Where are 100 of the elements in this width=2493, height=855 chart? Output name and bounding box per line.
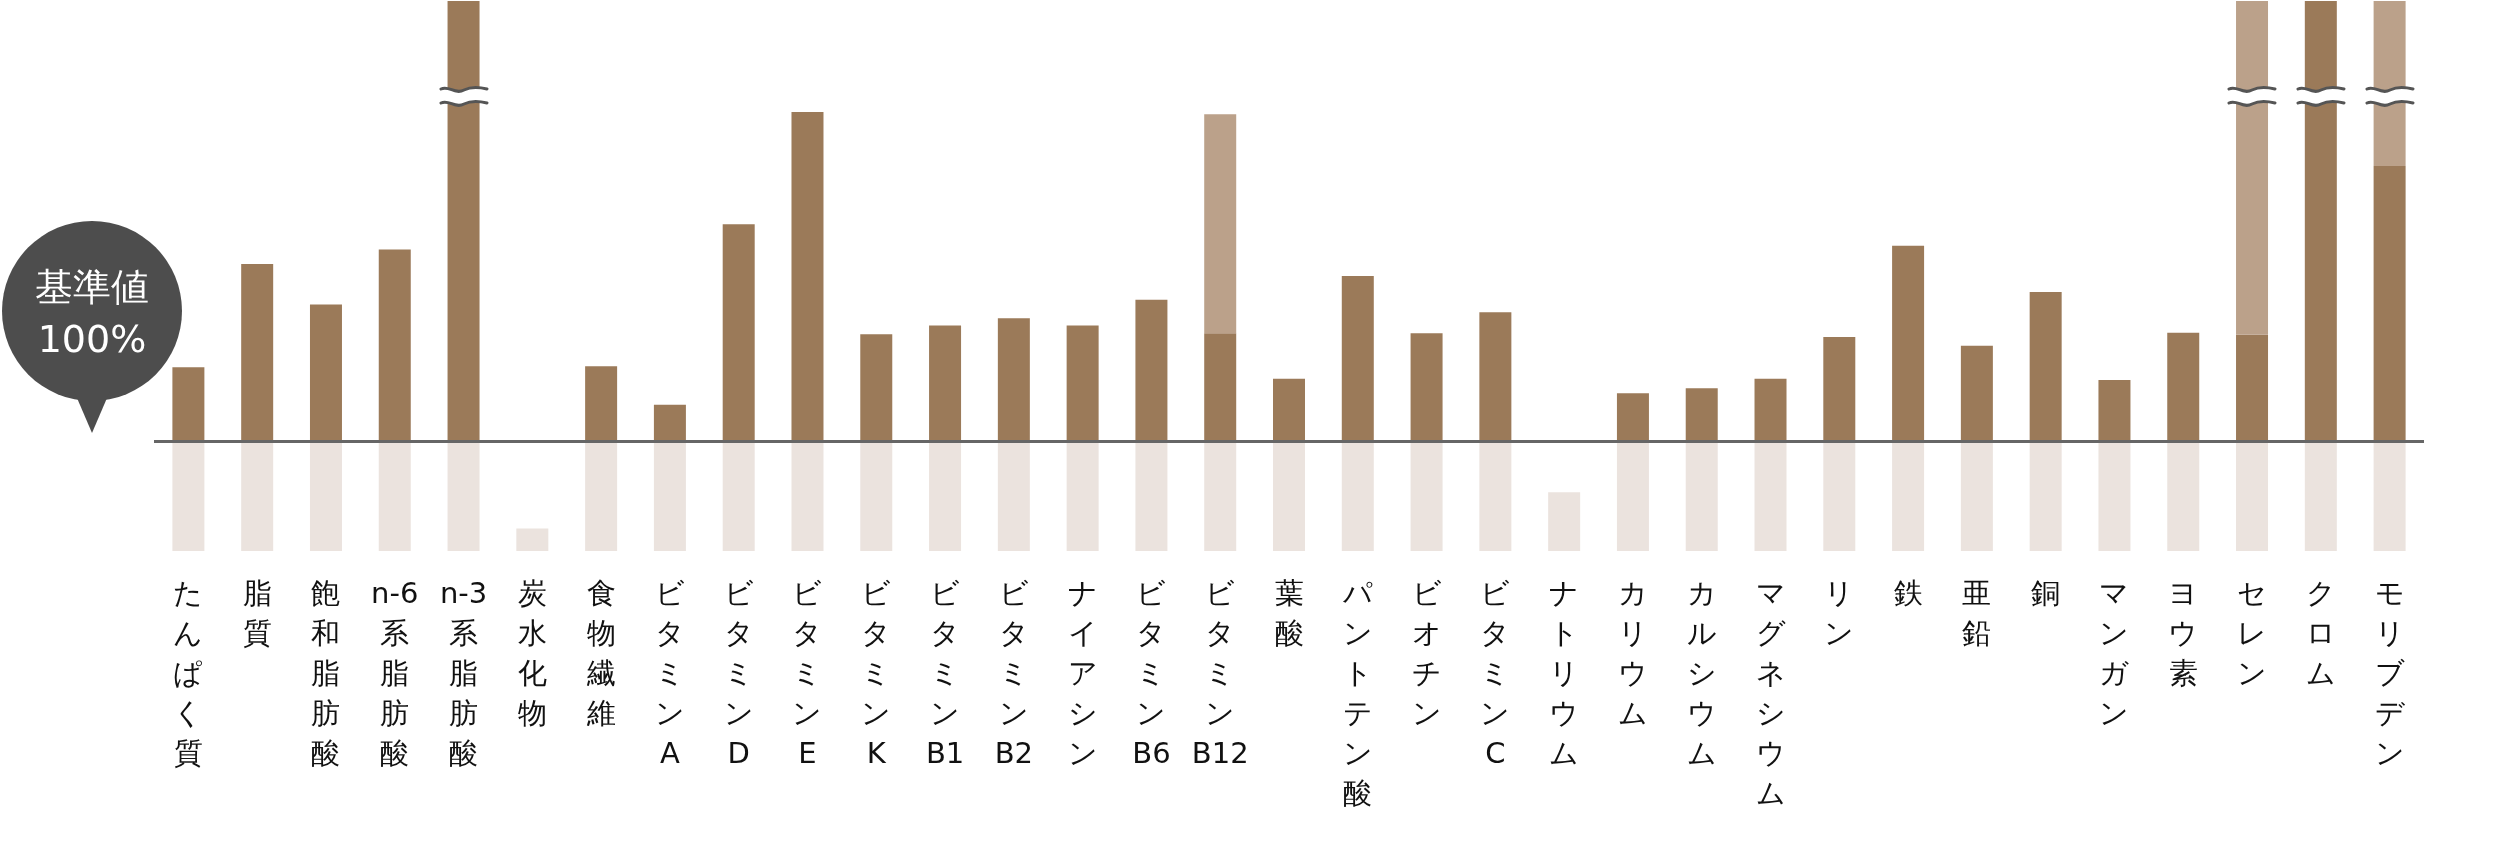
x-tick-label: 銅 <box>2031 576 2061 610</box>
bar <box>1066 325 1099 441</box>
x-tick-label: 鉄 <box>1893 576 1923 610</box>
bar <box>1479 312 1512 441</box>
x-tick-label: 脂質 <box>242 576 272 650</box>
bar <box>1616 393 1649 441</box>
bar <box>1341 276 1374 441</box>
bar <box>1823 337 1856 441</box>
bar <box>929 441 962 551</box>
x-tick-label: リン <box>1824 576 1855 650</box>
x-tick-label: ビタミンB12 <box>1191 576 1249 770</box>
bar <box>2236 1 2269 335</box>
bar <box>722 441 755 551</box>
x-tick-label: ビタミンC <box>1480 576 1511 770</box>
bar <box>447 441 480 551</box>
x-tick-label: たんぱく質 <box>173 576 204 770</box>
x-tick-label: クロム <box>2305 576 2336 690</box>
bar <box>1892 441 1925 551</box>
bar <box>2373 441 2406 551</box>
bar <box>2236 334 2269 441</box>
bar <box>2236 441 2269 551</box>
bar <box>447 1 480 441</box>
x-tick-label: ビタミンE <box>792 576 823 770</box>
bar <box>1341 441 1374 551</box>
bar <box>1892 245 1925 441</box>
x-tick-label: カルシウム <box>1686 576 1717 770</box>
bar <box>929 325 962 441</box>
bar <box>1273 441 1305 551</box>
bar <box>1685 441 1718 551</box>
x-tick-label: マグネシウム <box>1755 576 1786 810</box>
x-tick-label: ビタミンB2 <box>994 576 1034 770</box>
bar <box>585 366 618 441</box>
x-tick-label: パントテン酸 <box>1341 576 1373 810</box>
bar <box>722 224 755 441</box>
bar <box>378 441 411 551</box>
bar <box>241 441 274 551</box>
x-tick-label: n-3系脂肪酸 <box>439 576 488 770</box>
x-tick-label: n-6系脂肪酸 <box>371 576 419 770</box>
bar <box>1754 441 1787 551</box>
x-tick-label: ビオチン <box>1411 576 1442 730</box>
bar <box>172 367 205 441</box>
bar <box>653 441 686 551</box>
bar <box>1135 441 1168 551</box>
bar <box>1135 299 1168 441</box>
x-tick-label: ビタミンD <box>723 576 754 770</box>
bar <box>2098 379 2131 441</box>
bar <box>2304 1 2337 441</box>
bar <box>1204 333 1237 441</box>
bar <box>1685 388 1718 441</box>
bar <box>791 441 824 551</box>
x-tick-label: カリウム <box>1617 576 1648 730</box>
bar <box>585 441 618 551</box>
x-tick-label: ビタミンK <box>861 576 892 770</box>
x-tick-label: 食物繊維 <box>585 576 616 730</box>
bar <box>2029 441 2062 551</box>
x-tick-label: 亜鉛 <box>1962 576 1992 650</box>
bar <box>241 263 274 441</box>
bar <box>516 528 549 551</box>
bar <box>997 441 1030 551</box>
bar <box>860 441 893 551</box>
bar <box>2167 441 2200 551</box>
bar <box>309 304 342 441</box>
bar <box>1960 441 1993 551</box>
bar <box>860 334 893 441</box>
bar <box>997 318 1030 441</box>
text: 基準値 <box>34 264 150 311</box>
bar <box>309 441 342 551</box>
bar <box>653 404 686 441</box>
x-tick-label: 飽和脂肪酸 <box>311 576 341 770</box>
x-tick-label: ビタミンB6 <box>1132 576 1171 770</box>
bar <box>2373 166 2406 441</box>
x-tick-label: 葉酸 <box>1274 576 1304 650</box>
x-tick-label: ビタミンB1 <box>925 576 965 770</box>
bar <box>1410 333 1443 441</box>
x-tick-label: 炭水化物 <box>517 576 547 730</box>
bar <box>1479 441 1512 551</box>
x-tick-label: マンガン <box>2099 576 2130 730</box>
bar <box>1960 345 1993 441</box>
bar <box>1410 441 1443 551</box>
bar <box>2304 441 2337 551</box>
bar <box>1754 378 1787 441</box>
bar <box>791 112 824 441</box>
bar <box>172 441 205 551</box>
x-tick-label: セレン <box>2237 576 2268 690</box>
bar <box>1823 441 1856 551</box>
x-tick-label: ナイアシン <box>1067 576 1098 770</box>
bar <box>1616 441 1649 551</box>
bar <box>1204 114 1237 334</box>
bar <box>2167 332 2200 441</box>
x-tick-label: ナトリウム <box>1549 576 1580 770</box>
bar <box>2029 291 2062 441</box>
bar <box>378 249 411 441</box>
bar <box>1204 441 1237 551</box>
x-tick-label: モリブデン <box>2374 576 2406 770</box>
bar <box>2098 441 2131 551</box>
bar <box>1548 492 1581 551</box>
text: 100% <box>36 316 148 363</box>
x-tick-label: ヨウ素 <box>2168 576 2199 690</box>
x-tick-label: ビタミンA <box>654 576 685 770</box>
bar <box>1066 441 1099 551</box>
